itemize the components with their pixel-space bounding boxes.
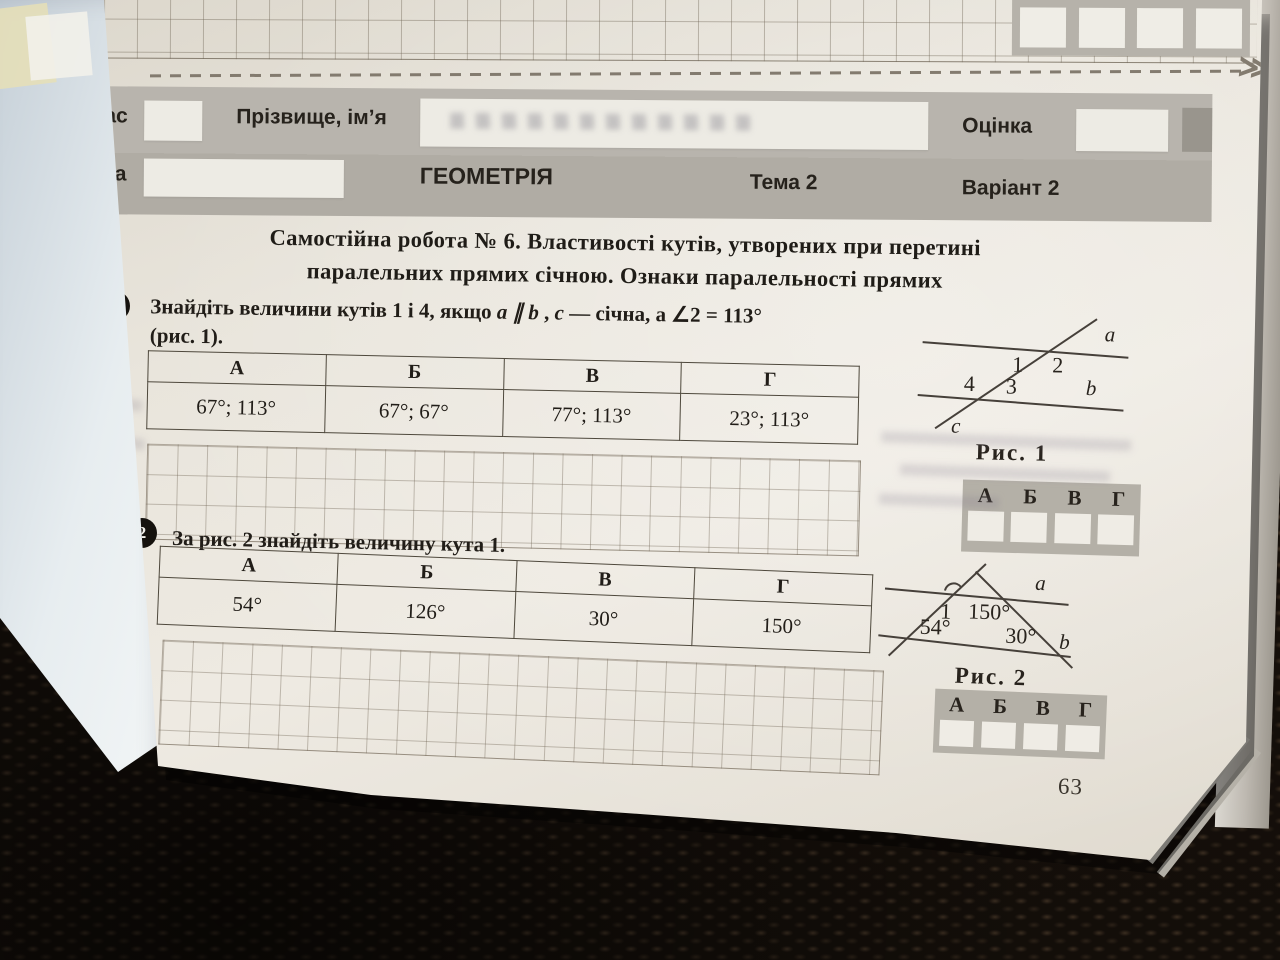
option-value: 150° xyxy=(691,598,872,653)
worksheet-title: Самостійна робота № 6. Властивості кутів… xyxy=(145,219,1106,299)
letter-v: В xyxy=(1035,695,1051,721)
label-a: a xyxy=(1105,322,1116,346)
option-value: 30° xyxy=(513,591,694,646)
letter-a: А xyxy=(948,692,965,717)
label-a: a xyxy=(1035,571,1046,595)
cut-here-dashed-line xyxy=(149,69,1249,78)
smudge-bar xyxy=(899,463,1111,483)
ghost-handwriting xyxy=(450,112,751,131)
option-value: 126° xyxy=(335,584,516,639)
class-input-box xyxy=(144,100,203,141)
angle-30-label: 30° xyxy=(1005,623,1037,649)
option-letter: В xyxy=(503,358,682,394)
label-b: b xyxy=(1086,376,1097,400)
name-input-box xyxy=(420,98,929,151)
line-a xyxy=(884,587,1069,606)
grade-label: Оцінка xyxy=(962,114,1033,138)
subject-label: ГЕОМЕТРІЯ xyxy=(419,162,554,190)
task1-math-ab: a ∥ b xyxy=(496,299,540,325)
white-paper-scrap xyxy=(25,11,93,81)
transversal-c xyxy=(934,318,1098,430)
answer-checkbox xyxy=(1078,7,1125,48)
task1-text-run: Знайдіть величини кутів 1 і 4, якщо xyxy=(150,294,498,324)
option-value: 77°; 113° xyxy=(502,389,681,441)
answer-table-1: А Б В Г 67°; 113° 67°; 67° 77°; 113° 23°… xyxy=(146,350,860,445)
transversal-right xyxy=(974,570,1074,669)
show-through-text-smudge xyxy=(878,423,1152,522)
line-b xyxy=(878,634,1071,659)
answer-checkbox xyxy=(1064,724,1100,753)
label-b: b xyxy=(1059,630,1070,654)
angle-54-label: 54° xyxy=(919,614,951,640)
angle-150-label: 150° xyxy=(968,598,1011,624)
option-letter: Б xyxy=(325,354,504,390)
answer-checkbox xyxy=(1019,7,1067,48)
transversal-left xyxy=(887,563,987,657)
worksheet-header: Клас Прізвище, ім’я Оцінка Дата ГЕОМЕТРІ… xyxy=(104,85,1213,223)
angle-3-label: 3 xyxy=(1006,374,1017,399)
answer-boxes-2: А Б В Г xyxy=(932,688,1108,760)
top-answer-boxes xyxy=(1011,0,1251,57)
angle-arc xyxy=(943,582,962,591)
option-value: 67°; 113° xyxy=(146,381,326,433)
work-grid-2 xyxy=(158,639,884,776)
answer-table-2: А Б В Г 54° 126° 30° 150° xyxy=(157,546,874,654)
name-label: Прізвище, ім’я xyxy=(236,105,387,130)
figure-2-diagram: a b 1 150° 54° 30° xyxy=(878,563,1074,669)
answer-checkbox xyxy=(981,721,1017,749)
angle-2-label: 2 xyxy=(1052,352,1063,377)
label-c: c xyxy=(951,414,961,438)
task1-text-run: , xyxy=(538,300,555,325)
figure-1-diagram: a b c 1 2 3 4 xyxy=(917,318,1129,438)
grade-input-box xyxy=(1076,109,1169,152)
angle-4-label: 4 xyxy=(964,371,975,396)
edge-tab-marker xyxy=(1182,107,1213,153)
answer-checkbox xyxy=(939,719,975,748)
angle-1-label: 1 xyxy=(940,598,952,623)
letter-b: Б xyxy=(992,693,1008,719)
letter-g: Г xyxy=(1078,697,1093,722)
date-input-box xyxy=(143,158,344,198)
task1-text-run: — січна, а ∠2 = 113° xyxy=(563,300,763,328)
answer-checkbox xyxy=(1137,8,1184,49)
page-number: 63 xyxy=(1057,773,1084,800)
answer-checkbox xyxy=(1195,8,1243,49)
option-letter: Г xyxy=(680,362,860,398)
task1-math-c: c xyxy=(554,300,565,325)
line-b xyxy=(917,394,1124,412)
option-value: 54° xyxy=(157,577,338,632)
smudge-bar xyxy=(878,493,1000,509)
option-letter: А xyxy=(147,350,327,386)
theme-label: Тема 2 xyxy=(749,170,818,195)
option-value: 67°; 67° xyxy=(324,385,504,437)
line-a xyxy=(922,341,1129,359)
figure-2-caption: Рис. 2 xyxy=(954,662,1028,691)
smudge-bar xyxy=(880,431,1132,452)
answer-checkbox xyxy=(1022,723,1059,751)
variant-label: Варіант 2 xyxy=(961,176,1060,200)
task1-text: Знайдіть величини кутів 1 і 4, якщо a ∥ … xyxy=(150,292,891,362)
option-value: 23°; 113° xyxy=(679,393,859,445)
angle-1-label: 1 xyxy=(1012,352,1023,377)
